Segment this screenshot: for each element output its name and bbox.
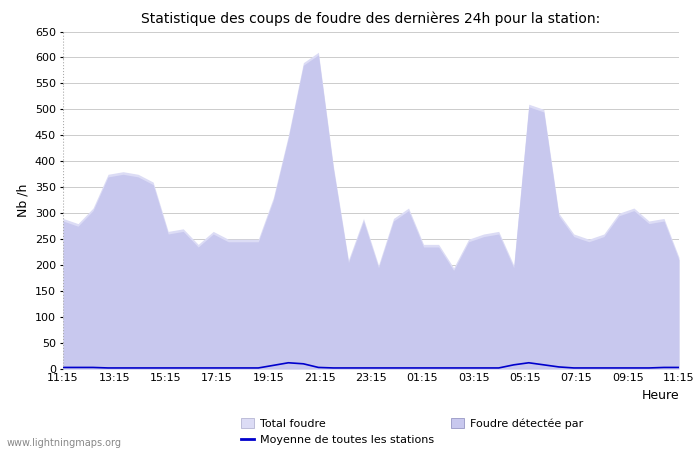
Title: Statistique des coups de foudre des dernières 24h pour la station:: Statistique des coups de foudre des dern… <box>141 12 601 26</box>
Text: www.lightningmaps.org: www.lightningmaps.org <box>7 438 122 448</box>
Y-axis label: Nb /h: Nb /h <box>16 184 29 217</box>
Text: Heure: Heure <box>641 389 679 402</box>
Legend: Total foudre, Moyenne de toutes les stations, Foudre détectée par: Total foudre, Moyenne de toutes les stat… <box>241 418 583 445</box>
